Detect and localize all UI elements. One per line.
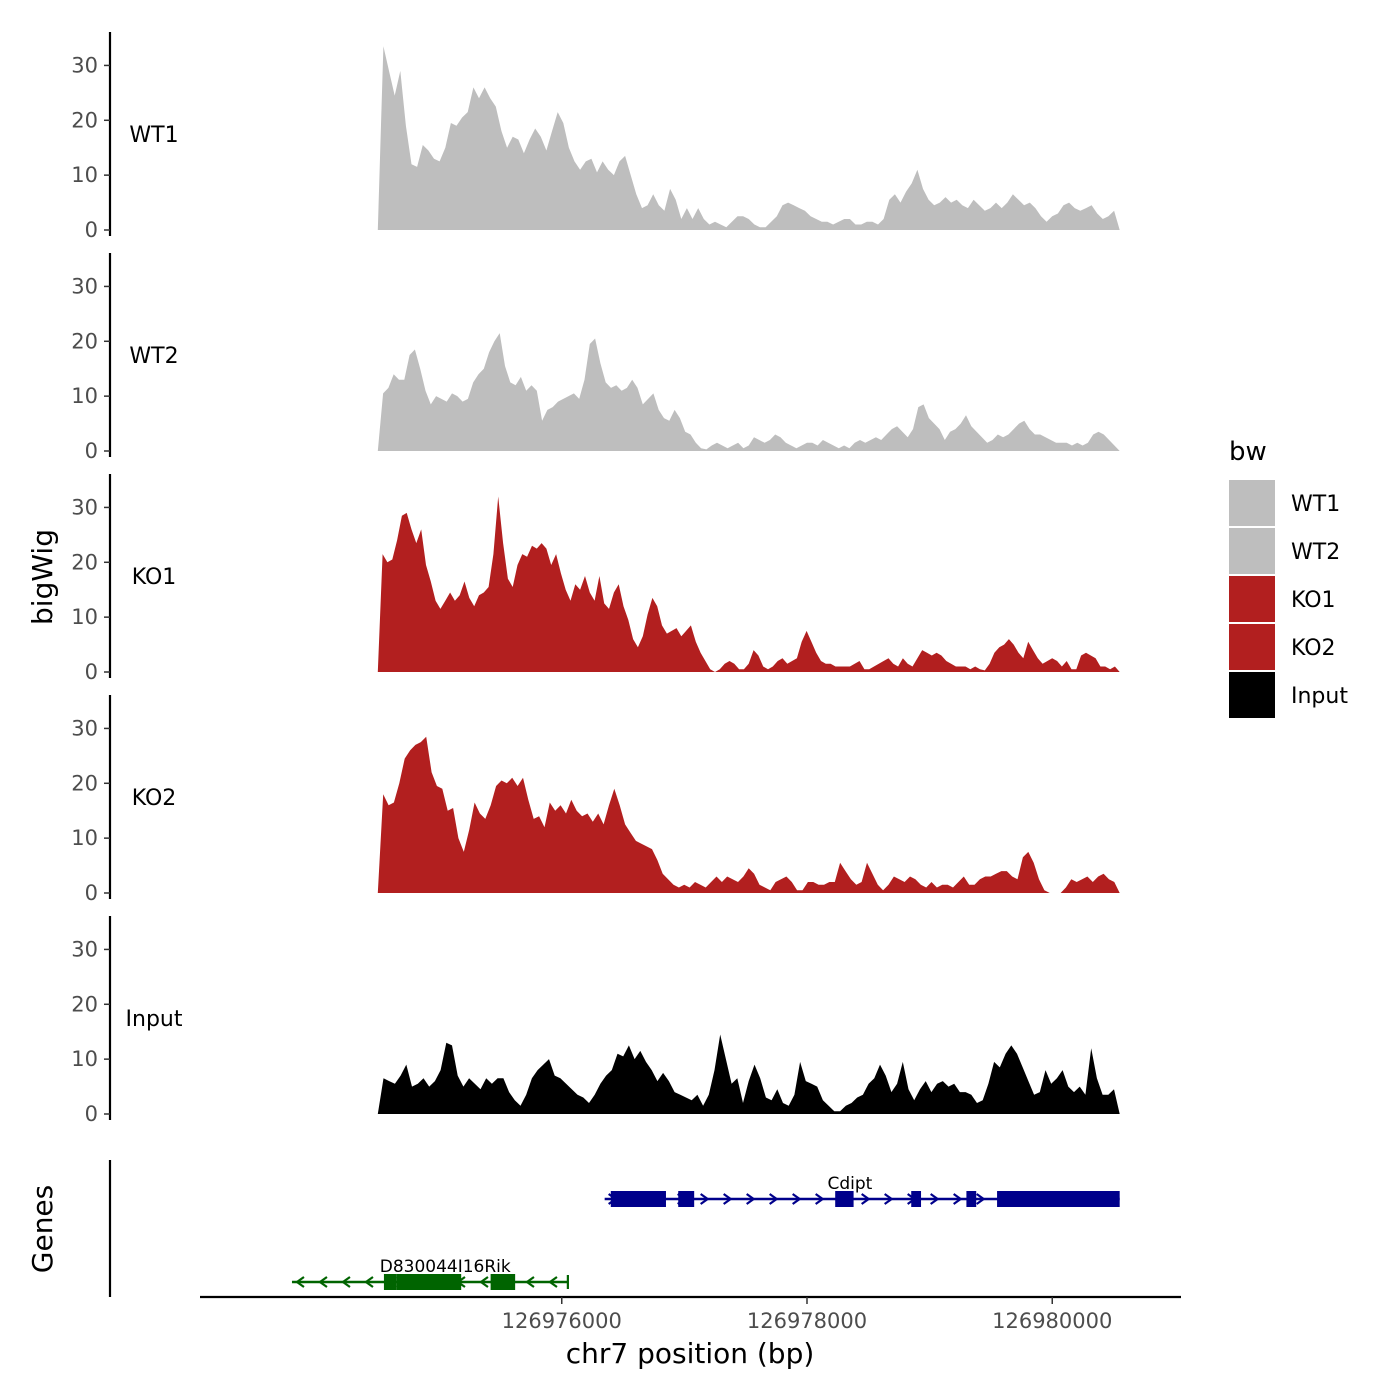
strand-arrow: [700, 1193, 710, 1205]
y-tick-label: 10: [71, 826, 98, 850]
y-tick-label: 20: [71, 108, 98, 132]
x-tick-label: 126978000: [747, 1309, 867, 1333]
legend-label-ko1: KO1: [1291, 588, 1336, 613]
strand-arrow: [341, 1276, 351, 1288]
strand-arrow: [976, 1193, 986, 1205]
strand-arrow: [746, 1193, 756, 1205]
area-ko1: [377, 496, 1120, 672]
legend-swatch-wt1: [1229, 480, 1275, 526]
y-tick-label: 0: [85, 218, 98, 242]
gene-exon: [490, 1274, 516, 1290]
x-tick-label: 126976000: [502, 1309, 622, 1333]
gene-exon: [678, 1191, 695, 1207]
y-tick-label: 20: [71, 992, 98, 1016]
strand-arrow: [479, 1276, 489, 1288]
legend-swatch-input: [1229, 672, 1275, 718]
y-tick-label: 30: [71, 53, 98, 77]
legend-label-input: Input: [1291, 684, 1348, 709]
y-tick-label: 20: [71, 771, 98, 795]
legend-swatch-ko2: [1229, 624, 1275, 670]
area-input: [377, 1034, 1120, 1114]
strand-arrow: [884, 1193, 894, 1205]
x-axis-label: chr7 position (bp): [566, 1337, 815, 1370]
area-wt2: [377, 333, 1120, 451]
panel-label-ko1: KO1: [132, 565, 177, 590]
gene-exon: [383, 1274, 397, 1290]
panel-label-wt1: WT1: [129, 123, 178, 148]
panel-ko2: 0 10 20 30 KO2: [71, 695, 1120, 905]
y-tick-label: 20: [71, 550, 98, 574]
panel-label-ko2: KO2: [132, 786, 177, 811]
strand-arrow: [769, 1193, 779, 1205]
y-tick-label: 10: [71, 163, 98, 187]
y-tick-label: 30: [71, 937, 98, 961]
strand-arrow: [723, 1193, 733, 1205]
strand-arrow: [295, 1276, 305, 1288]
strand-arrow: [792, 1193, 802, 1205]
y-axis-label: bigWig: [26, 529, 59, 625]
y-tick-label: 10: [71, 384, 98, 408]
legend-swatch-wt2: [1229, 528, 1275, 574]
y-tick-label: 30: [71, 274, 98, 298]
area-ko2: [377, 736, 1120, 893]
legend-label-wt1: WT1: [1291, 492, 1340, 517]
gene-exon: [835, 1191, 854, 1207]
legend-swatch-ko1: [1229, 576, 1275, 622]
x-axis: 126976000 126978000 126980000: [200, 1295, 1181, 1333]
genes-track: Cdipt D830044I16Rik: [108, 1160, 1120, 1297]
y-tick-label: 30: [71, 716, 98, 740]
y-tick-label: 0: [85, 439, 98, 463]
legend-label-wt2: WT2: [1291, 540, 1340, 565]
y-tick-label: 0: [85, 660, 98, 684]
gene-exon: [610, 1191, 666, 1207]
strand-arrow: [318, 1276, 328, 1288]
legend-label-ko2: KO2: [1291, 636, 1336, 661]
y-tick-label: 10: [71, 1047, 98, 1071]
strand-arrow: [861, 1193, 871, 1205]
strand-arrow: [364, 1276, 374, 1288]
area-wt1: [377, 46, 1120, 231]
strand-arrow: [815, 1193, 825, 1205]
gene-exon: [966, 1191, 977, 1207]
y-tick-label: 0: [85, 881, 98, 905]
panel-wt2: 0 10 20 30 WT2: [71, 253, 1120, 463]
strand-arrow: [930, 1193, 940, 1205]
gene-d830044i16rik: D830044I16Rik: [291, 1257, 569, 1290]
panel-label-input: Input: [126, 1007, 183, 1032]
legend-title: bw: [1229, 437, 1267, 467]
strand-arrow: [548, 1276, 558, 1288]
legend: bw WT1 WT2 KO1 KO2 Input: [1229, 437, 1348, 718]
y-tick-label: 10: [71, 605, 98, 629]
bigwig-panels: 0 10 20 30 WT1 0 10 20 30 WT2 0 10 20 30 KO1 0 10 20 30 KO2…: [71, 32, 1120, 1126]
gene-label: D830044I16Rik: [380, 1257, 511, 1277]
gene-cdipt: Cdipt: [604, 1174, 1120, 1207]
panel-ko1: 0 10 20 30 KO1: [71, 474, 1120, 684]
y-tick-label: 30: [71, 495, 98, 519]
genes-axis-label: Genes: [26, 1185, 59, 1273]
gene-exon: [997, 1191, 1120, 1207]
strand-arrow: [525, 1276, 535, 1288]
y-tick-label: 20: [71, 329, 98, 353]
strand-arrow: [953, 1193, 963, 1205]
x-tick-label: 126980000: [992, 1309, 1112, 1333]
panel-wt1: 0 10 20 30 WT1: [71, 32, 1120, 242]
panel-label-wt2: WT2: [129, 344, 178, 369]
gene-exon: [396, 1274, 462, 1290]
y-tick-label: 0: [85, 1102, 98, 1126]
gene-exon: [911, 1191, 922, 1207]
panel-input: 0 10 20 30 Input: [71, 916, 1120, 1126]
gene-label: Cdipt: [827, 1174, 872, 1194]
